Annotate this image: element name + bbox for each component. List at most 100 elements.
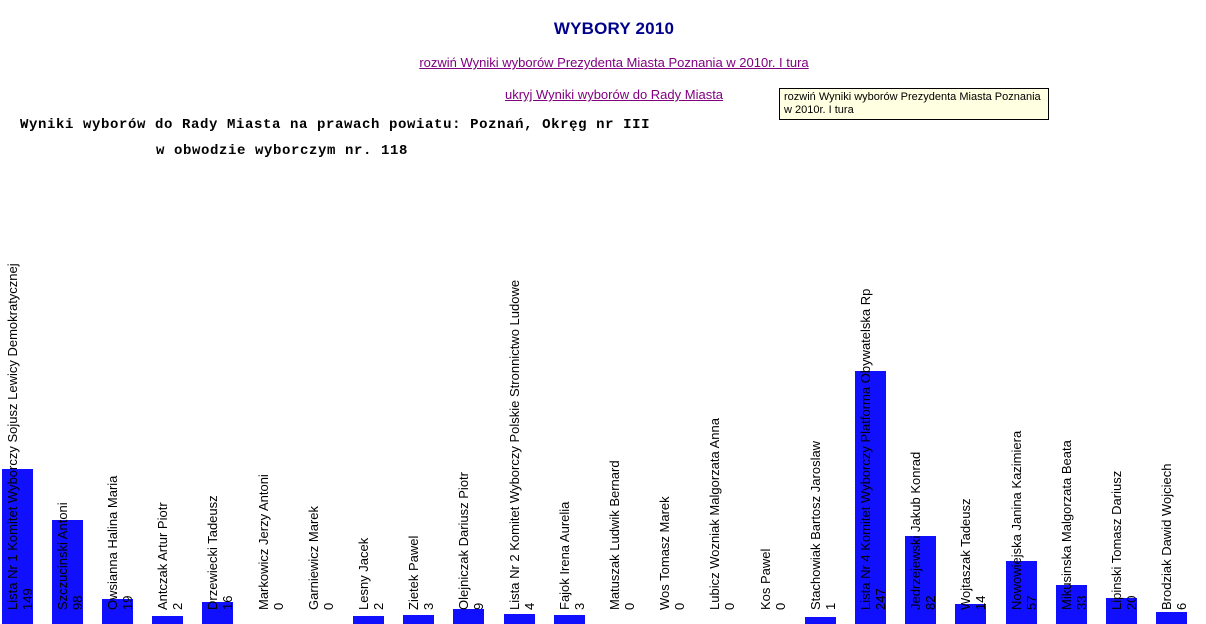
bar [1106, 598, 1137, 624]
bar-slot: Stachowiak Bartosz Jaroslaw 1 [805, 0, 855, 624]
bar-slot: Lubicz Wozniak Malgorzata Anna 0 [704, 0, 754, 624]
bar-candidate-label: Matuszak Ludwik Bernard [607, 460, 622, 610]
bar-label-group: Antczak Artur Piotr 2 [155, 502, 185, 610]
bar-vote-count: 98 [70, 595, 85, 610]
bar-vote-count: 0 [321, 602, 336, 610]
bar-candidate-label: Wos Tomasz Marek [657, 496, 672, 610]
bar-label-group: Nowowiejska Janina Kazimiera 57 [1009, 431, 1039, 610]
bar-vote-count: 20 [1124, 595, 1139, 610]
bar [52, 520, 83, 624]
bar [1006, 561, 1037, 624]
bar-candidate-label: Fajok Irena Aurelia [557, 501, 572, 610]
bar-slot: Owsianna Halina Maria 19 [102, 0, 152, 624]
bar-label-group: Lista Nr 4 Komitet Wyborczy Platforma Ob… [858, 289, 888, 610]
bar-vote-count: 57 [1024, 595, 1039, 610]
bar-vote-count: 0 [622, 602, 637, 610]
bar-label-group: Garniewicz Marek 0 [306, 506, 336, 610]
bar-vote-count: 16 [220, 595, 235, 610]
bar-slot: Matuszak Ludwik Bernard 0 [604, 0, 654, 624]
bar-slot: Lista Nr 2 Komitet Wyborczy Polskie Stro… [504, 0, 554, 624]
bar-vote-count: 2 [371, 602, 386, 610]
link-tooltip: rozwiń Wyniki wyborów Prezydenta Miasta … [779, 88, 1049, 120]
page-title: WYBORY 2010 [553, 19, 675, 38]
bar-label-group: Jedrzejewski Jakub Konrad 82 [908, 452, 938, 610]
bar-label-group: Olejniczak Dariusz Piotr 9 [456, 472, 486, 610]
bar-candidate-label: Lista Nr 2 Komitet Wyborczy Polskie Stro… [507, 279, 522, 610]
bar-candidate-label: Lista Nr 4 Komitet Wyborczy Platforma Ob… [858, 288, 873, 610]
bar-candidate-label: Wojtaszak Tadeusz [958, 498, 973, 610]
bar-label-group: Mikusinska Malgorzata Beata 33 [1059, 440, 1089, 610]
bar-vote-count: 0 [722, 602, 737, 610]
bar-candidate-label: Mikusinska Malgorzata Beata [1059, 440, 1074, 610]
bar-vote-count: 2 [170, 602, 185, 610]
bar-candidate-label: Antczak Artur Piotr [155, 502, 170, 610]
chart-heading-line1: Wyniki wyborów do Rady Miasta na prawach… [20, 117, 651, 133]
bar-candidate-label: Brodziak Dawid Wojciech [1159, 463, 1174, 610]
bar-label-group: Markowicz Jerzy Antoni 0 [256, 474, 286, 610]
bar-vote-count: 3 [421, 602, 436, 610]
bar-slot: Drzewiecki Tadeusz 16 [202, 0, 252, 624]
bar-slot: Brodziak Dawid Wojciech 6 [1156, 0, 1206, 624]
bar-slot: Zietek Pawel 3 [403, 0, 453, 624]
bar [554, 615, 585, 624]
bar-slot: Lista Nr 1 Komitet Wyborczy Sojusz Lewic… [2, 0, 52, 624]
expand-president-results-link[interactable]: rozwiń Wyniki wyborów Prezydenta Miasta … [419, 55, 809, 70]
bar-candidate-label: Nowowiejska Janina Kazimiera [1009, 430, 1024, 610]
bar-slot: Mikusinska Malgorzata Beata 33 [1056, 0, 1106, 624]
bar-candidate-label: Szczucinski Antoni [55, 502, 70, 610]
bar-label-group: Zietek Pawel 3 [406, 536, 436, 610]
bar [905, 536, 936, 624]
bar-slot: Lipinski Tomasz Dariusz 20 [1106, 0, 1156, 624]
bar-vote-count: 0 [773, 602, 788, 610]
bar-slot: Fajok Irena Aurelia 3 [554, 0, 604, 624]
bar-slot: Wos Tomasz Marek 0 [654, 0, 704, 624]
bar-slot: Jedrzejewski Jakub Konrad 82 [905, 0, 955, 624]
bar-label-group: Lubicz Wozniak Malgorzata Anna 0 [707, 418, 737, 610]
bar [2, 469, 33, 624]
bar [805, 617, 836, 624]
bar-candidate-label: Lesny Jacek [356, 537, 371, 610]
bar-candidate-label: Drzewiecki Tadeusz [205, 495, 220, 610]
bar [202, 602, 233, 624]
bar-candidate-label: Jedrzejewski Jakub Konrad [908, 451, 923, 610]
bar [855, 371, 886, 624]
bar-vote-count: 82 [923, 595, 938, 610]
bar-slot: Lista Nr 4 Komitet Wyborczy Platforma Ob… [855, 0, 905, 624]
bar-slot: Szczucinski Antoni 98 [52, 0, 102, 624]
bar-vote-count: 4 [522, 602, 537, 610]
bar-label-group: Szczucinski Antoni 98 [55, 502, 85, 610]
bar-candidate-label: Zietek Pawel [406, 535, 421, 610]
hide-council-results-link[interactable]: ukryj Wyniki wyborów do Rady Miasta [504, 87, 724, 102]
bar-label-group: Matuszak Ludwik Bernard 0 [607, 460, 637, 610]
bar-slot: Nowowiejska Janina Kazimiera 57 [1006, 0, 1056, 624]
bar [1056, 585, 1087, 624]
bar-vote-count: 0 [271, 602, 286, 610]
bar [102, 599, 133, 624]
bar-label-group: Lipinski Tomasz Dariusz 20 [1109, 471, 1139, 610]
bar-label-group: Fajok Irena Aurelia 3 [557, 502, 587, 610]
bar-vote-count: 1 [823, 602, 838, 610]
bar-slot: Lesny Jacek 2 [353, 0, 403, 624]
bar-candidate-label: Olejniczak Dariusz Piotr [456, 472, 471, 610]
bar-label-group: Wojtaszak Tadeusz 14 [958, 498, 988, 610]
bar-vote-count: 9 [471, 602, 486, 610]
bar-candidate-label: Owsianna Halina Maria [105, 475, 120, 610]
bar-vote-count: 247 [873, 588, 888, 610]
bar-slot: Garniewicz Marek 0 [303, 0, 353, 624]
bar [453, 609, 484, 624]
bar-label-group: Wos Tomasz Marek 0 [657, 496, 687, 610]
bar-vote-count: 0 [672, 602, 687, 610]
bar [955, 604, 986, 624]
bar-label-group: Kos Pawel 0 [758, 549, 788, 610]
bar-slot: Wojtaszak Tadeusz 14 [955, 0, 1005, 624]
bar-vote-count: 19 [120, 595, 135, 610]
bar-slot: Kos Pawel 0 [755, 0, 805, 624]
bar-label-group: Stachowiak Bartosz Jaroslaw 1 [808, 441, 838, 610]
bar-label-group: Lista Nr 2 Komitet Wyborczy Polskie Stro… [507, 280, 537, 610]
bar-slot: Olejniczak Dariusz Piotr 9 [453, 0, 503, 624]
bar-candidate-label: Lubicz Wozniak Malgorzata Anna [707, 418, 722, 610]
bar-label-group: Drzewiecki Tadeusz 16 [205, 495, 235, 610]
bar-slot: Antczak Artur Piotr 2 [152, 0, 202, 624]
bar-slot: Markowicz Jerzy Antoni 0 [253, 0, 303, 624]
